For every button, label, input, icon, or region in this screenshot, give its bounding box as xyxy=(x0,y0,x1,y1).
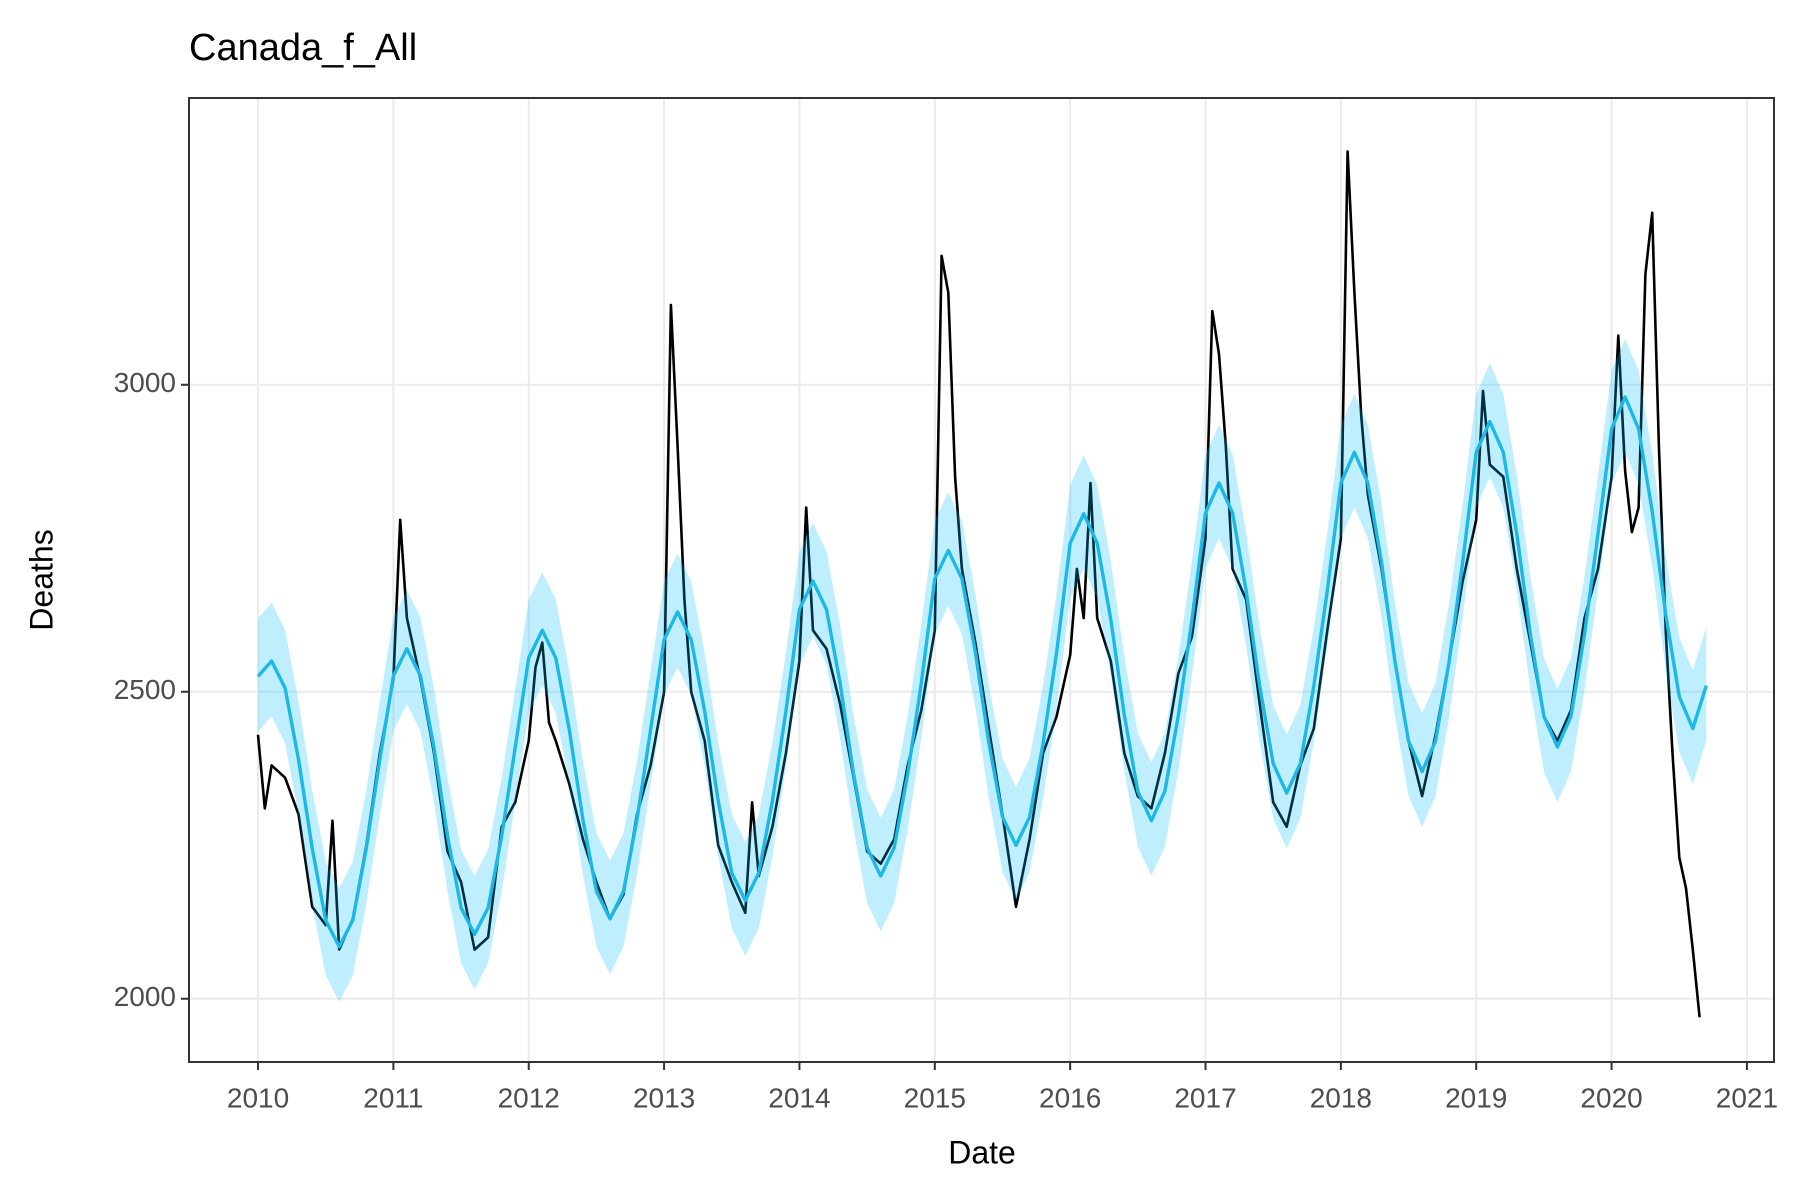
y-tick-label: 3000 xyxy=(114,367,176,398)
x-tick-label: 2014 xyxy=(768,1082,830,1113)
panel-border xyxy=(188,97,1775,1063)
x-tick-label: 2010 xyxy=(227,1082,289,1113)
prediction-band xyxy=(258,338,1707,1002)
y-tick-label: 2500 xyxy=(114,674,176,705)
x-tick-label: 2021 xyxy=(1716,1082,1778,1113)
chart-title: Canada_f_All xyxy=(189,27,417,69)
x-tick-label: 2018 xyxy=(1310,1082,1372,1113)
x-tick-label: 2013 xyxy=(633,1082,695,1113)
x-tick-label: 2012 xyxy=(498,1082,560,1113)
fitted-line xyxy=(256,395,1708,949)
y-axis-label: Deaths xyxy=(23,529,59,630)
x-tick-label: 2020 xyxy=(1580,1082,1642,1113)
x-axis-label: Date xyxy=(948,1134,1016,1170)
x-tick-label: 2011 xyxy=(363,1082,423,1113)
y-tick-label: 2000 xyxy=(114,981,176,1012)
x-tick-label: 2015 xyxy=(904,1082,966,1113)
x-tick-label: 2016 xyxy=(1039,1082,1101,1113)
x-tick-label: 2017 xyxy=(1174,1082,1236,1113)
x-tick-label: 2019 xyxy=(1445,1082,1507,1113)
